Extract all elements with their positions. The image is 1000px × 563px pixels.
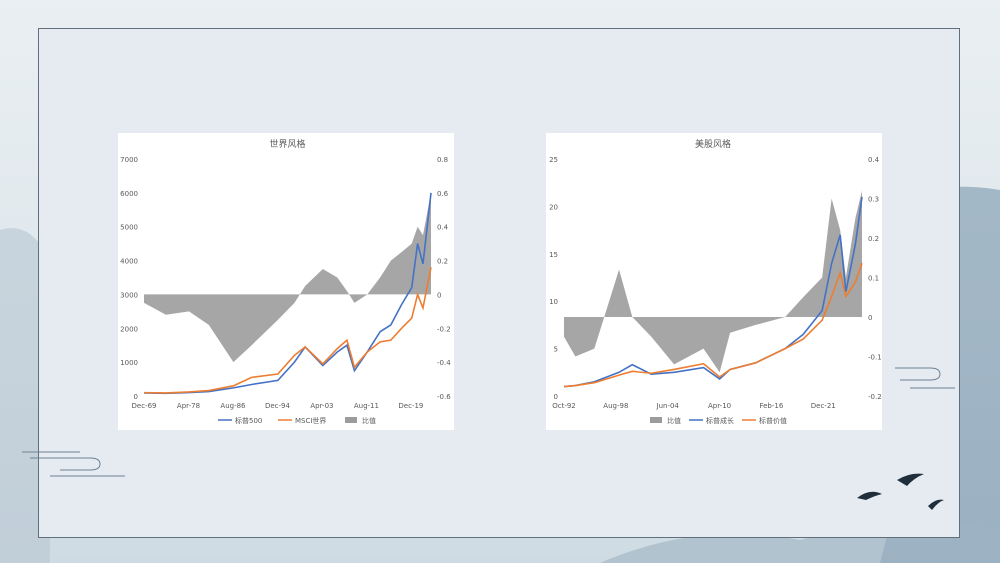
- y-right-tick-label: -0.1: [868, 354, 882, 362]
- y-right-tick-label: -0.2: [868, 393, 882, 401]
- x-tick-label: Aug-86: [220, 402, 246, 410]
- y-left-tick-label: 20: [549, 203, 558, 211]
- legend-swatch: [345, 417, 357, 423]
- y-right-tick-label: 0.2: [437, 258, 448, 266]
- chart-us-style: 美股风格 0 5 10 15 20 25 -0.2 -0.1 0 0.1 0.2 0.3 0.4 Oct-9…: [546, 133, 882, 430]
- chart-title: 美股风格: [695, 138, 731, 150]
- y-right-tick-label: 0.1: [868, 275, 879, 283]
- x-tick-label: Dec-69: [132, 402, 157, 410]
- y-right-tick-label: -0.4: [437, 359, 451, 367]
- y-right-tick-label: 0.4: [868, 156, 880, 164]
- legend-label: 比值: [362, 416, 376, 425]
- y-right-tick-label: 0.4: [437, 224, 449, 232]
- series-area-ratio: [144, 192, 431, 363]
- series-line-2: [563, 263, 863, 388]
- y-left-tick-label: 2000: [120, 325, 138, 333]
- x-tick-label: Aug-11: [354, 402, 379, 410]
- y-left-tick-label: 25: [549, 156, 558, 164]
- y-left-tick-label: 15: [549, 251, 558, 259]
- y-right-tick-label: 0: [868, 314, 872, 322]
- mountain-silhouette: [0, 228, 50, 563]
- y-right-tick-label: 0.8: [437, 156, 448, 164]
- y-right-tick-label: 0.2: [868, 235, 879, 243]
- chart-title: 世界风格: [269, 138, 305, 150]
- y-left-tick-label: 5000: [120, 224, 138, 232]
- y-left-tick-label: 1000: [120, 359, 138, 367]
- x-tick-label: Dec-94: [265, 402, 291, 410]
- y-right-tick-label: 0.6: [437, 190, 449, 198]
- x-tick-label: Apr-78: [177, 402, 200, 410]
- x-tick-label: Dec-21: [811, 402, 836, 410]
- y-right-tick-label: -0.2: [437, 325, 451, 333]
- x-tick-label: Oct-92: [552, 402, 576, 410]
- legend-label: 标普价值: [759, 416, 787, 425]
- legend-label: 标普成长: [706, 416, 734, 425]
- legend-label: MSCI世界: [295, 416, 326, 425]
- legend-label: 标普500: [235, 416, 262, 425]
- y-left-tick-label: 6000: [120, 190, 138, 198]
- y-left-tick-label: 4000: [120, 258, 138, 266]
- y-right-tick-label: 0: [437, 291, 441, 299]
- cloud-decoration: [895, 367, 955, 389]
- y-left-tick-label: 7000: [120, 156, 138, 164]
- birds-icon: [857, 473, 944, 510]
- legend-swatch: [650, 417, 662, 423]
- y-left-tick-label: 10: [549, 298, 558, 306]
- y-left-tick-label: 0: [134, 393, 138, 401]
- y-left-tick-label: 0: [554, 393, 558, 401]
- y-left-tick-label: 5: [554, 346, 558, 354]
- x-tick-label: Feb-16: [759, 402, 783, 410]
- x-tick-label: Aug-98: [603, 402, 628, 410]
- y-right-tick-label: 0.3: [868, 196, 879, 204]
- series-line-1: [143, 267, 432, 394]
- chart-world-style: 世界风格 0 1000 2000 3000 4000 5000 6000 7000 -0.6 -0.…: [118, 133, 454, 430]
- legend-label: 比值: [667, 416, 681, 425]
- cloud-decoration: [22, 451, 125, 477]
- y-right-tick-label: -0.6: [437, 393, 451, 401]
- x-tick-label: Apr-03: [310, 402, 333, 410]
- x-tick-label: Dec-19: [398, 402, 423, 410]
- series-line-0: [143, 192, 432, 395]
- series-area-ratio: [564, 190, 862, 373]
- y-left-tick-label: 3000: [120, 291, 138, 299]
- x-tick-label: Jun-04: [656, 402, 680, 410]
- x-tick-label: Apr-10: [708, 402, 731, 410]
